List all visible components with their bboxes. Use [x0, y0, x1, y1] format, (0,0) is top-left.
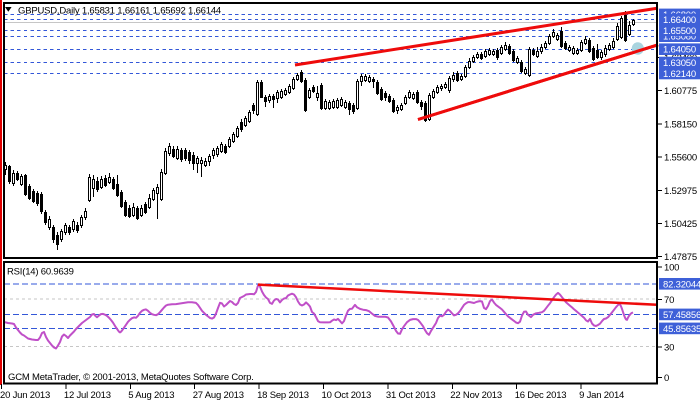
svg-text:1.65080: 1.65080 [663, 32, 696, 43]
svg-text:30: 30 [664, 342, 674, 353]
svg-text:1.64050: 1.64050 [663, 45, 696, 56]
svg-text:GCM MetaTrader, © 2001-2013, M: GCM MetaTrader, © 2001-2013, MetaQuotes … [8, 372, 254, 383]
svg-text:1.52975: 1.52975 [664, 186, 697, 197]
svg-text:82.32044: 82.32044 [663, 279, 700, 290]
svg-text:1.47875: 1.47875 [664, 252, 697, 263]
svg-text:27 Aug 2013: 27 Aug 2013 [193, 390, 244, 401]
svg-text:12 Jul 2013: 12 Jul 2013 [64, 390, 111, 401]
svg-text:70: 70 [664, 295, 674, 306]
svg-text:1.62140: 1.62140 [663, 69, 696, 80]
svg-text:31 Oct 2013: 31 Oct 2013 [386, 390, 436, 401]
svg-text:9 Jan 2014: 9 Jan 2014 [579, 390, 624, 401]
svg-text:100: 100 [664, 263, 679, 274]
svg-text:0: 0 [664, 373, 669, 384]
svg-text:GBPUSD,Daily 1,65831 1,66161: GBPUSD,Daily 1,65831 1,66161 1,65692 1,6… [18, 6, 221, 17]
svg-text:18 Sep 2013: 18 Sep 2013 [257, 390, 309, 401]
svg-text:1.63050: 1.63050 [663, 58, 696, 69]
svg-text:16 Dec 2013: 16 Dec 2013 [515, 390, 567, 401]
svg-text:1.55600: 1.55600 [664, 153, 697, 164]
svg-text:57.45856: 57.45856 [663, 310, 700, 321]
svg-text:20 Jun 2013: 20 Jun 2013 [0, 390, 50, 401]
svg-text:1.60775: 1.60775 [664, 86, 697, 97]
svg-text:1.50425: 1.50425 [664, 219, 697, 230]
svg-text:RSI(14) 60.9639: RSI(14) 60.9639 [7, 267, 74, 278]
svg-text:1.65500: 1.65500 [663, 26, 696, 37]
svg-text:10 Oct 2013: 10 Oct 2013 [322, 390, 372, 401]
svg-text:5 Aug 2013: 5 Aug 2013 [128, 390, 174, 401]
svg-text:22 Nov 2013: 22 Nov 2013 [450, 390, 502, 401]
svg-text:1.58150: 1.58150 [664, 120, 697, 131]
svg-text:1.66400: 1.66400 [663, 15, 696, 26]
svg-text:45.85635: 45.85635 [663, 324, 700, 335]
